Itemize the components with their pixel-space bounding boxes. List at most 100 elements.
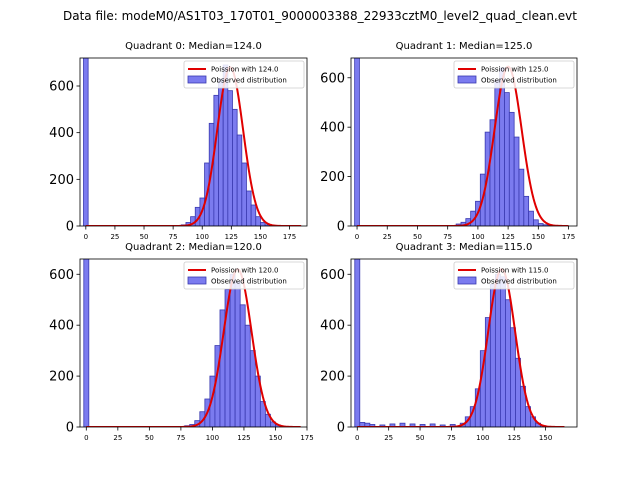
histogram-bar [399, 422, 406, 427]
plot-area [354, 58, 569, 226]
histogram-bar [429, 423, 436, 427]
histogram-bar [239, 304, 246, 427]
x-tick-label: 125 [501, 233, 514, 241]
legend-box [453, 60, 575, 89]
y-tick-label: 400 [320, 319, 345, 334]
histogram-bar [234, 281, 241, 427]
axes-frame [79, 258, 308, 428]
y-tick-label: 200 [320, 370, 345, 385]
histogram-bar [260, 222, 266, 226]
histogram-bar [528, 210, 534, 226]
histogram-bar [83, 58, 89, 226]
x-tick-label: 25 [113, 434, 122, 442]
legend-bar-swatch [187, 75, 207, 84]
y-tick-label: 600 [320, 71, 345, 86]
x-tick-label: 75 [176, 434, 185, 442]
subplot-quadrant-0: 0 25 50 75 100 125 150 175 0 200 400 600 Quadrant 0:… [49, 41, 308, 241]
y-tick-label: 200 [49, 370, 74, 385]
histogram-bar [354, 58, 360, 226]
y-tick-label: 600 [49, 80, 74, 95]
histogram-bar [533, 219, 539, 226]
subplot-quadrant-1: 0 25 50 75 100 125 150 175 0 200 400 600 Quadrant 1:… [320, 41, 578, 241]
x-tick-label: 175 [300, 434, 313, 442]
x-tick-label: 0 [355, 434, 359, 442]
x-tick-label: 75 [169, 233, 178, 241]
y-tick-label: 200 [49, 173, 74, 188]
x-tick-label: 150 [254, 233, 267, 241]
histogram-bar [500, 276, 506, 427]
legend-curve-label: Poission with 120.0 [211, 267, 279, 275]
y-tick-label: 0 [66, 421, 74, 436]
legend-curve-label: Poission with 125.0 [481, 66, 549, 74]
x-tick-label: 125 [237, 434, 250, 442]
histogram-bar [246, 190, 252, 226]
x-tick-label: 50 [145, 434, 154, 442]
legend-box [183, 60, 305, 89]
x-tick-label: 25 [383, 233, 392, 241]
y-tick-label: 400 [49, 126, 74, 141]
legend-bar-label: Observed distribution [211, 77, 287, 85]
y-tick-label: 0 [337, 220, 345, 235]
x-tick-label: 75 [447, 434, 456, 442]
histogram-bar [249, 350, 256, 427]
x-tick-label: 150 [539, 434, 552, 442]
histogram-bar [227, 90, 233, 226]
poisson-curve [85, 66, 302, 226]
x-tick-label: 150 [532, 233, 545, 241]
histogram-bar [419, 424, 426, 427]
legend-curve-label: Poission with 115.0 [481, 267, 549, 275]
histogram-bar [255, 216, 261, 226]
subplot-title: Quadrant 0: Median=124.0 [125, 41, 262, 52]
x-tick-label: 25 [110, 233, 119, 241]
subplot-quadrant-3: 0 25 50 75 100 125 150 0 200 400 600 Quadrant 3: Me… [320, 242, 578, 442]
legend-bar-label: Observed distribution [211, 278, 287, 286]
histogram-bar [494, 273, 501, 427]
x-tick-label: 175 [562, 233, 575, 241]
x-tick-label: 175 [283, 233, 296, 241]
legend-box [183, 261, 305, 290]
histogram-bar [229, 273, 236, 427]
x-tick-label: 0 [84, 434, 88, 442]
histogram-bar [83, 259, 90, 427]
legend-box [453, 261, 575, 290]
y-tick-label: 400 [49, 319, 74, 334]
y-tick-label: 600 [320, 268, 345, 283]
x-tick-label: 25 [384, 434, 393, 442]
histogram-bar [369, 424, 376, 427]
histogram-bar [523, 195, 530, 226]
axes-frame [350, 258, 578, 428]
histogram-bar [389, 423, 396, 427]
y-tick-label: 0 [337, 421, 345, 436]
histogram-bar [510, 327, 516, 427]
x-tick-label: 50 [140, 233, 149, 241]
legend-curve-label: Poission with 124.0 [211, 66, 279, 74]
histogram-bar [354, 259, 361, 427]
histogram-bar [505, 299, 511, 427]
x-tick-label: 125 [225, 233, 238, 241]
histogram-bar [504, 92, 510, 226]
legend-bar-swatch [457, 75, 477, 84]
x-tick-label: 100 [206, 434, 219, 442]
x-tick-label: 100 [476, 434, 489, 442]
histogram-bar [213, 94, 219, 226]
y-tick-label: 600 [49, 268, 74, 283]
subplot-title: Quadrant 1: Median=125.0 [396, 41, 533, 52]
histogram-bar [232, 108, 238, 226]
x-tick-label: 50 [416, 434, 425, 442]
histogram-bar [236, 134, 243, 226]
legend-bar-label: Observed distribution [481, 77, 557, 85]
x-tick-label: 100 [196, 233, 209, 241]
histogram-bar [518, 168, 525, 226]
subplot-quadrant-2: 0 25 50 75 100 125 150 175 0 200 400 600 Quadrant 2:… [49, 242, 314, 442]
x-tick-label: 0 [355, 233, 359, 241]
x-tick-label: 50 [413, 233, 422, 241]
x-tick-label: 100 [471, 233, 484, 241]
subplot-title: Quadrant 2: Median=120.0 [125, 242, 262, 253]
axes-frame [350, 57, 578, 227]
x-tick-label: 125 [508, 434, 521, 442]
histogram-bar [250, 204, 257, 226]
histogram-bar [513, 136, 520, 226]
poisson-curve [86, 268, 301, 427]
